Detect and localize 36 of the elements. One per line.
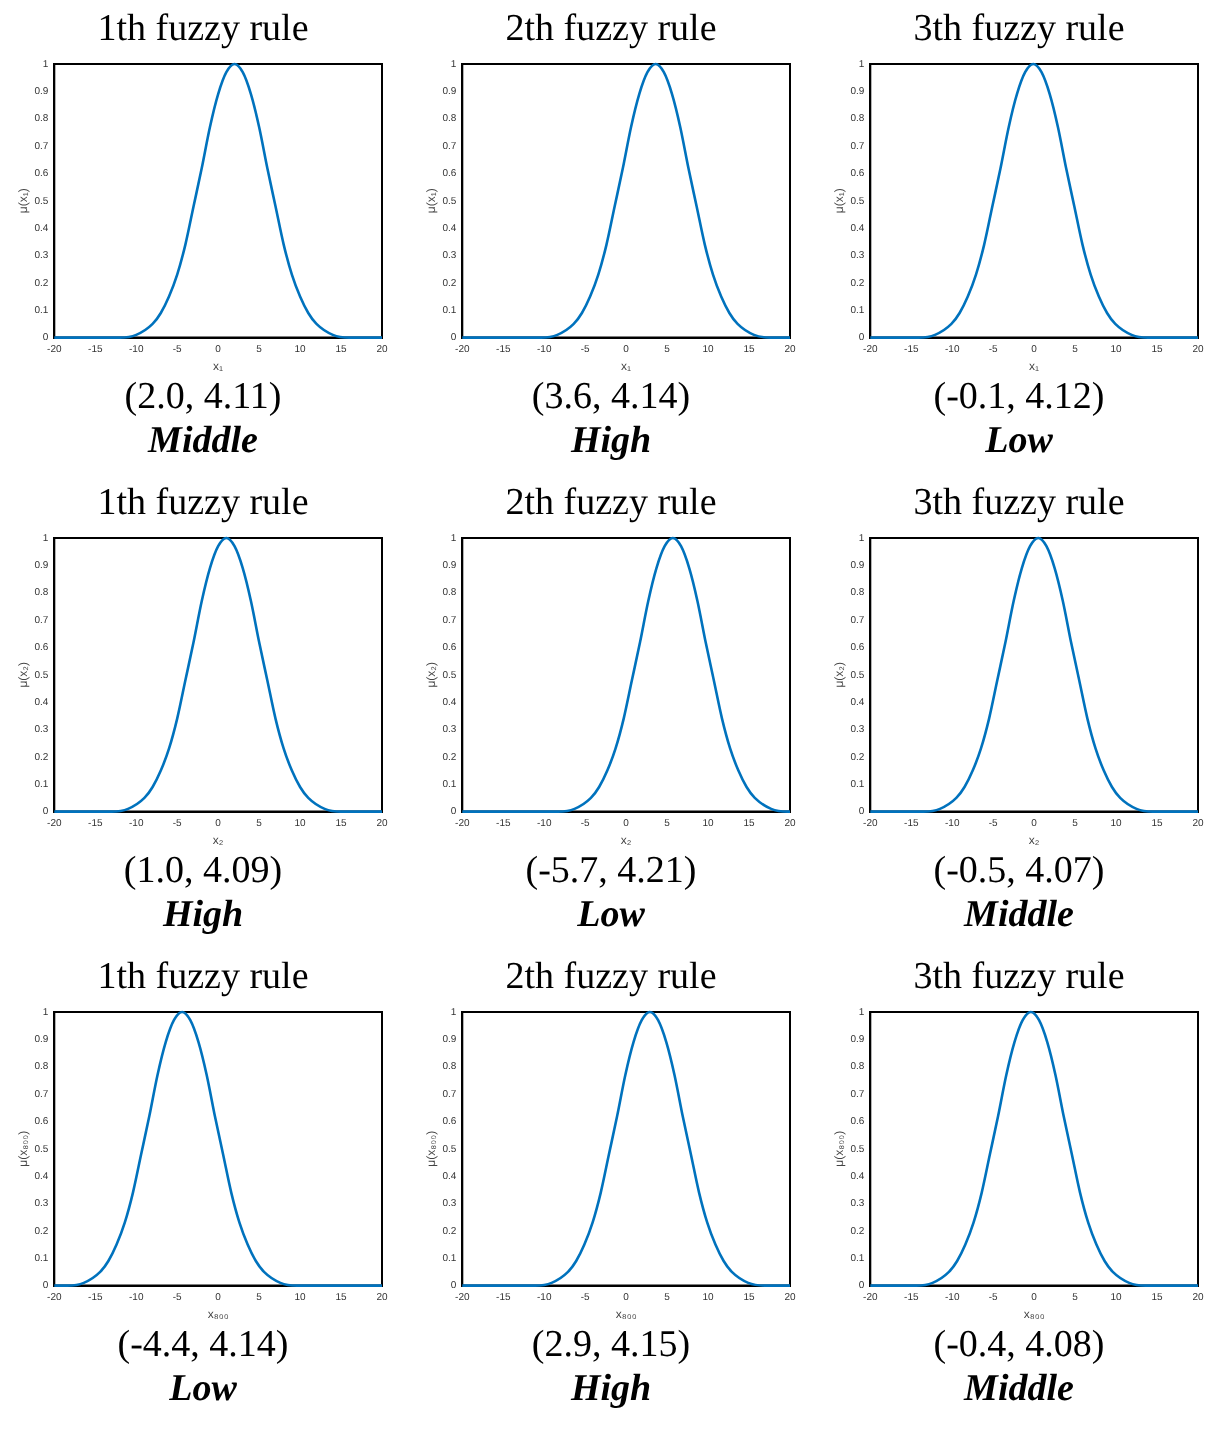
text: (-0.4, 4.08) [933,1324,1105,1368]
chart-title: 2th fuzzy rule [505,8,717,54]
text: Middle [964,894,1074,938]
line-series [460,536,791,813]
text: High [162,894,244,938]
text: (2.9, 4.15) [531,1324,691,1368]
chart-title: 2th fuzzy rule [505,956,717,1002]
line-series [460,62,791,339]
chart-title: 3th fuzzy rule [913,8,1125,54]
text: Low [577,894,645,938]
text: Low [169,1368,237,1412]
line-series [52,1010,383,1287]
chart-title: 1th fuzzy rule [97,8,309,54]
line-series [868,62,1199,339]
chart-title: 1th fuzzy rule [97,482,309,528]
text: High [570,420,652,464]
text: Low [985,420,1053,464]
chart-title: 2th fuzzy rule [505,482,717,528]
text: (3.6, 4.14) [531,376,691,420]
line-series [868,1010,1199,1287]
chart-title: 1th fuzzy rule [97,956,309,1002]
text: Middle [148,420,258,464]
text: High [570,1368,652,1412]
line-series [868,536,1199,813]
line-series [460,1010,791,1287]
text: (-4.4, 4.14) [117,1324,289,1368]
text: (-5.7, 4.21) [525,850,697,894]
text: (2.0, 4.11) [124,376,282,420]
text: (-0.1, 4.12) [933,376,1105,420]
line-series [52,62,383,339]
text: Middle [964,1368,1074,1412]
chart-title: 3th fuzzy rule [913,956,1125,1002]
text: (-0.5, 4.07) [933,850,1105,894]
line-series [52,536,383,813]
chart-title: 3th fuzzy rule [913,482,1125,528]
text: (1.0, 4.09) [123,850,283,894]
